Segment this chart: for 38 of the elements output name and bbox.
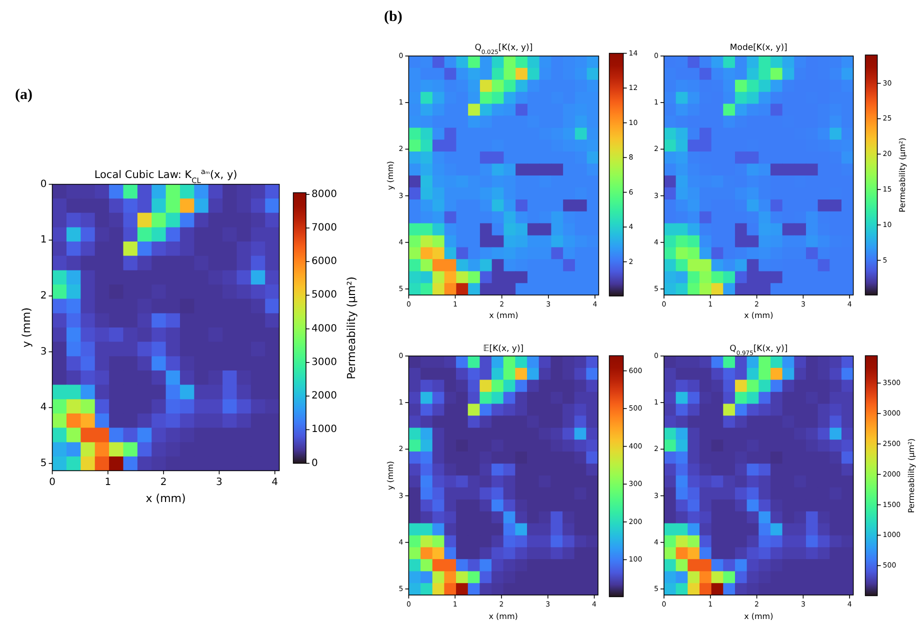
y-tick-label: 2 (40, 290, 47, 302)
text: (b) (384, 9, 402, 25)
color-bar-label: 8000 (312, 188, 337, 200)
color-bar-label: 2000 (312, 390, 337, 402)
y-tick-label: 5 (40, 458, 47, 469)
color-bar-label: 3000 (312, 356, 337, 368)
y-tick-label: 1 (40, 234, 47, 246)
color-bar-label: 6000 (312, 256, 337, 268)
x-axis-title: x (mm) (489, 311, 518, 320)
color-bar-label: 1000 (312, 424, 337, 436)
x-tick-label: 3 (216, 477, 222, 488)
color-bar-label: 5000 (312, 290, 337, 301)
y-axis-title: y (mm) (20, 307, 32, 348)
x-tick-label: 2 (160, 477, 167, 488)
color-bar-label: 4000 (312, 323, 337, 334)
color-bar-label: 0 (312, 458, 318, 469)
chart-title: Q$_{0.025}$[K(x, y)] (474, 43, 533, 56)
color-bar-title: Permeability (μm²) (344, 276, 358, 380)
y-tick-label: 4 (40, 402, 47, 414)
x-tick-label: 0 (49, 477, 56, 488)
x-axis-title: x (mm) (146, 492, 186, 505)
y-axis-title: y (mm) (386, 160, 394, 190)
text: (a) (15, 87, 32, 103)
x-axis-title: x (mm) (744, 612, 774, 621)
color-bar-title: Permeability (μm²) (898, 138, 906, 212)
chart-title: Local Cubic Law: K$_{CL}$$^{aₘ}$(x, y) (94, 166, 238, 184)
chart-title: Q$_{0.975}$[K(x, y)] (730, 344, 788, 356)
y-tick-label: 0 (40, 178, 47, 190)
x-axis-title: x (mm) (744, 311, 774, 320)
x-tick-label: 4 (272, 477, 278, 488)
color-bar-title: Permeability (μm²) (906, 438, 916, 514)
chart-title: 𝔼[K(x, y)] (483, 344, 524, 354)
color-bar-label: 7000 (312, 222, 337, 234)
y-axis-title: y (mm) (386, 460, 394, 490)
x-tick-label: 1 (104, 477, 112, 488)
y-tick-label: 3 (40, 346, 47, 358)
x-axis-title: x (mm) (488, 612, 518, 621)
chart-title: Mode[K(x, y)] (730, 43, 788, 53)
